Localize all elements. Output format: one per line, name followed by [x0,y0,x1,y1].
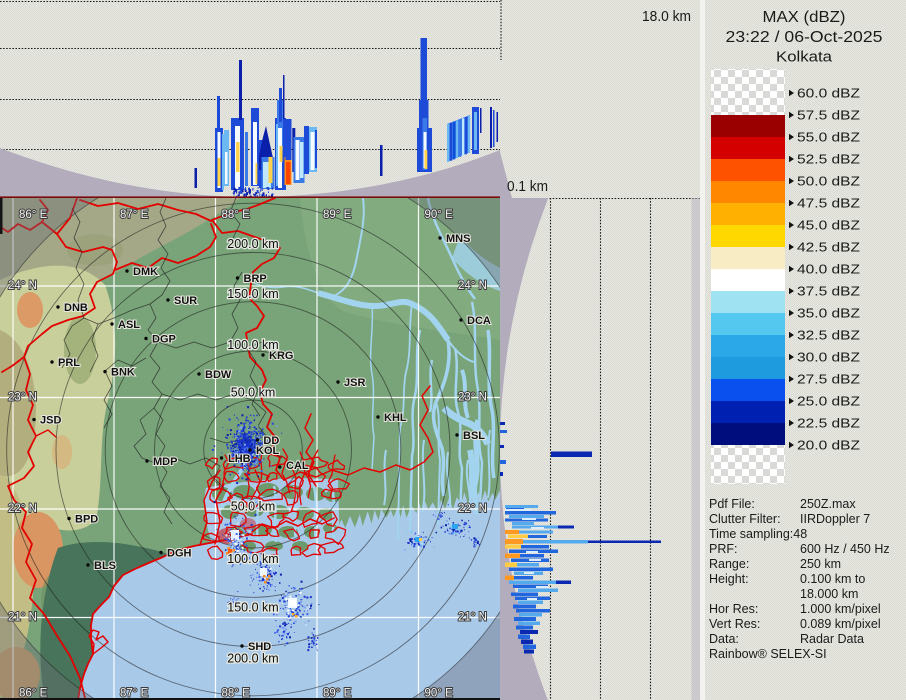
svg-text:23° N: 23° N [458,392,487,404]
svg-text:DMK: DMK [133,266,158,278]
svg-text:PRL: PRL [58,357,80,369]
svg-text:DD: DD [263,435,279,447]
svg-text:250 km: 250 km [800,557,841,571]
svg-text:Rainbow® SELEX-SI: Rainbow® SELEX-SI [709,647,827,661]
svg-text:88° E: 88° E [222,209,251,221]
svg-text:Hor Res:: Hor Res: [709,602,758,616]
svg-text:200.0 km: 200.0 km [227,652,278,666]
svg-text:25.0 dBZ: 25.0 dBZ [797,394,860,409]
svg-text:100.0 km: 100.0 km [227,338,278,352]
svg-text:KHL: KHL [384,412,407,424]
svg-text:55.0 dBZ: 55.0 dBZ [797,130,860,145]
svg-text:24° N: 24° N [8,280,37,292]
svg-text:0.089 km/pixel: 0.089 km/pixel [800,617,881,631]
svg-text:Kolkata: Kolkata [776,50,833,66]
svg-text:90° E: 90° E [425,209,454,221]
svg-text:50.0 dBZ: 50.0 dBZ [797,174,860,189]
svg-text:Time sampling:48: Time sampling:48 [709,527,807,541]
svg-text:89° E: 89° E [323,688,352,700]
svg-text:52.5 dBZ: 52.5 dBZ [797,152,860,167]
svg-text:CAL: CAL [286,460,309,472]
svg-text:DGP: DGP [152,334,176,346]
svg-text:MAX (dBZ): MAX (dBZ) [763,9,846,26]
svg-text:Data:: Data: [709,632,739,646]
svg-text:18.0 km: 18.0 km [642,9,691,25]
svg-text:Clutter Filter:: Clutter Filter: [709,512,781,526]
svg-text:42.5 dBZ: 42.5 dBZ [797,240,860,255]
svg-text:DGH: DGH [167,548,192,560]
svg-text:18.000 km: 18.000 km [800,587,858,601]
svg-text:SHD: SHD [248,641,271,653]
svg-text:0.1 km: 0.1 km [507,179,548,195]
svg-text:BPD: BPD [75,514,98,526]
svg-text:87° E: 87° E [120,209,149,221]
svg-text:Vert Res:: Vert Res: [709,617,760,631]
svg-text:23:22 / 06-Oct-2025: 23:22 / 06-Oct-2025 [726,29,883,46]
svg-text:1.000 km/pixel: 1.000 km/pixel [800,602,881,616]
svg-text:57.5 dBZ: 57.5 dBZ [797,108,860,123]
svg-text:JSR: JSR [344,377,365,389]
svg-text:40.0 dBZ: 40.0 dBZ [797,262,860,277]
svg-text:BRP: BRP [244,273,267,285]
svg-text:47.5 dBZ: 47.5 dBZ [797,196,860,211]
svg-text:600 Hz / 450 Hz: 600 Hz / 450 Hz [800,542,890,556]
svg-text:DNB: DNB [64,302,88,314]
svg-text:30.0 dBZ: 30.0 dBZ [797,350,860,365]
svg-text:BDW: BDW [205,369,232,381]
svg-text:Height:: Height: [709,572,749,586]
svg-text:KRG: KRG [269,350,293,362]
svg-text:32.5 dBZ: 32.5 dBZ [797,328,860,343]
svg-text:ASL: ASL [118,319,140,331]
svg-text:22° N: 22° N [8,503,37,515]
svg-text:100.0 km: 100.0 km [227,552,278,566]
svg-text:22° N: 22° N [458,503,487,515]
svg-text:DCA: DCA [467,315,491,327]
svg-text:150.0 km: 150.0 km [227,287,278,301]
svg-text:Radar Data: Radar Data [800,632,864,646]
svg-text:90° E: 90° E [425,688,454,700]
svg-text:37.5 dBZ: 37.5 dBZ [797,284,860,299]
svg-text:MDP: MDP [153,456,177,468]
svg-text:21° N: 21° N [8,612,37,624]
svg-text:250Z.max: 250Z.max [800,497,856,511]
svg-text:27.5 dBZ: 27.5 dBZ [797,372,860,387]
svg-text:88° E: 88° E [222,688,251,700]
svg-text:SUR: SUR [174,295,197,307]
svg-text:BNK: BNK [111,367,135,379]
svg-text:20.0 dBZ: 20.0 dBZ [797,438,860,453]
svg-text:50.0 km: 50.0 km [231,500,275,514]
svg-text:86° E: 86° E [19,688,48,700]
svg-text:87° E: 87° E [120,688,149,700]
svg-text:50.0 km: 50.0 km [231,386,275,400]
svg-text:Range:: Range: [709,557,749,571]
svg-text:35.0 dBZ: 35.0 dBZ [797,306,860,321]
svg-text:60.0 dBZ: 60.0 dBZ [797,86,860,101]
svg-text:24° N: 24° N [458,280,487,292]
svg-text:86° E: 86° E [19,209,48,221]
svg-text:45.0 dBZ: 45.0 dBZ [797,218,860,233]
svg-text:150.0 km: 150.0 km [227,601,278,615]
svg-text:IIRDoppler 7: IIRDoppler 7 [800,512,870,526]
svg-text:MNS: MNS [446,233,470,245]
svg-text:21° N: 21° N [458,612,487,624]
svg-text:89° E: 89° E [323,209,352,221]
svg-text:Pdf File:: Pdf File: [709,497,755,511]
svg-text:0.100 km to: 0.100 km to [800,572,865,586]
svg-text:22.5 dBZ: 22.5 dBZ [797,416,860,431]
svg-text:200.0 km: 200.0 km [227,237,278,251]
svg-text:LHB: LHB [228,453,251,465]
svg-text:PRF:: PRF: [709,542,737,556]
svg-text:23° N: 23° N [8,392,37,404]
svg-text:BSL: BSL [463,430,485,442]
svg-text:BLS: BLS [94,560,116,572]
svg-text:JSD: JSD [40,415,61,427]
svg-text:KOL: KOL [256,445,280,457]
